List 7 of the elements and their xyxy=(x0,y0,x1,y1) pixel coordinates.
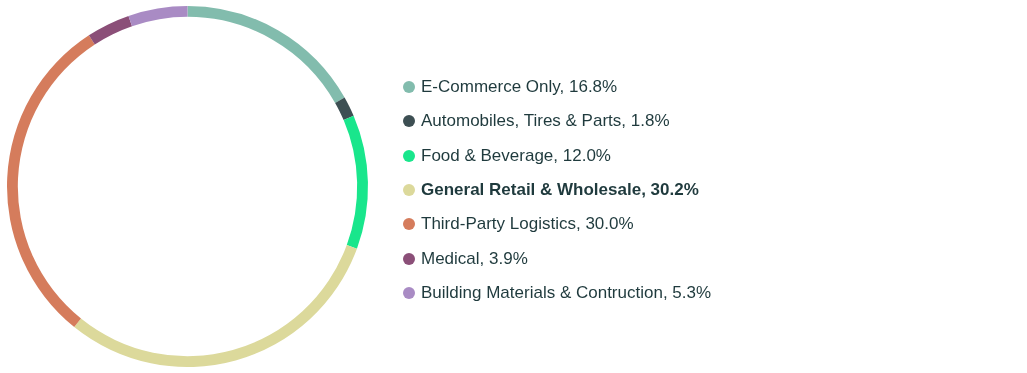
legend-label: General Retail & Wholesale, 30.2% xyxy=(421,180,699,201)
legend-label: Building Materials & Contruction, 5.3% xyxy=(421,282,712,303)
legend-label: Food & Beverage, 12.0% xyxy=(421,145,611,166)
legend-label: Medical, 3.9% xyxy=(421,248,528,269)
legend-label: Automobiles, Tires & Parts, 1.8% xyxy=(421,111,670,132)
legend-label: Third-Party Logistics, 30.0% xyxy=(421,214,634,235)
legend-label: E-Commerce Only, 16.8% xyxy=(421,77,618,98)
